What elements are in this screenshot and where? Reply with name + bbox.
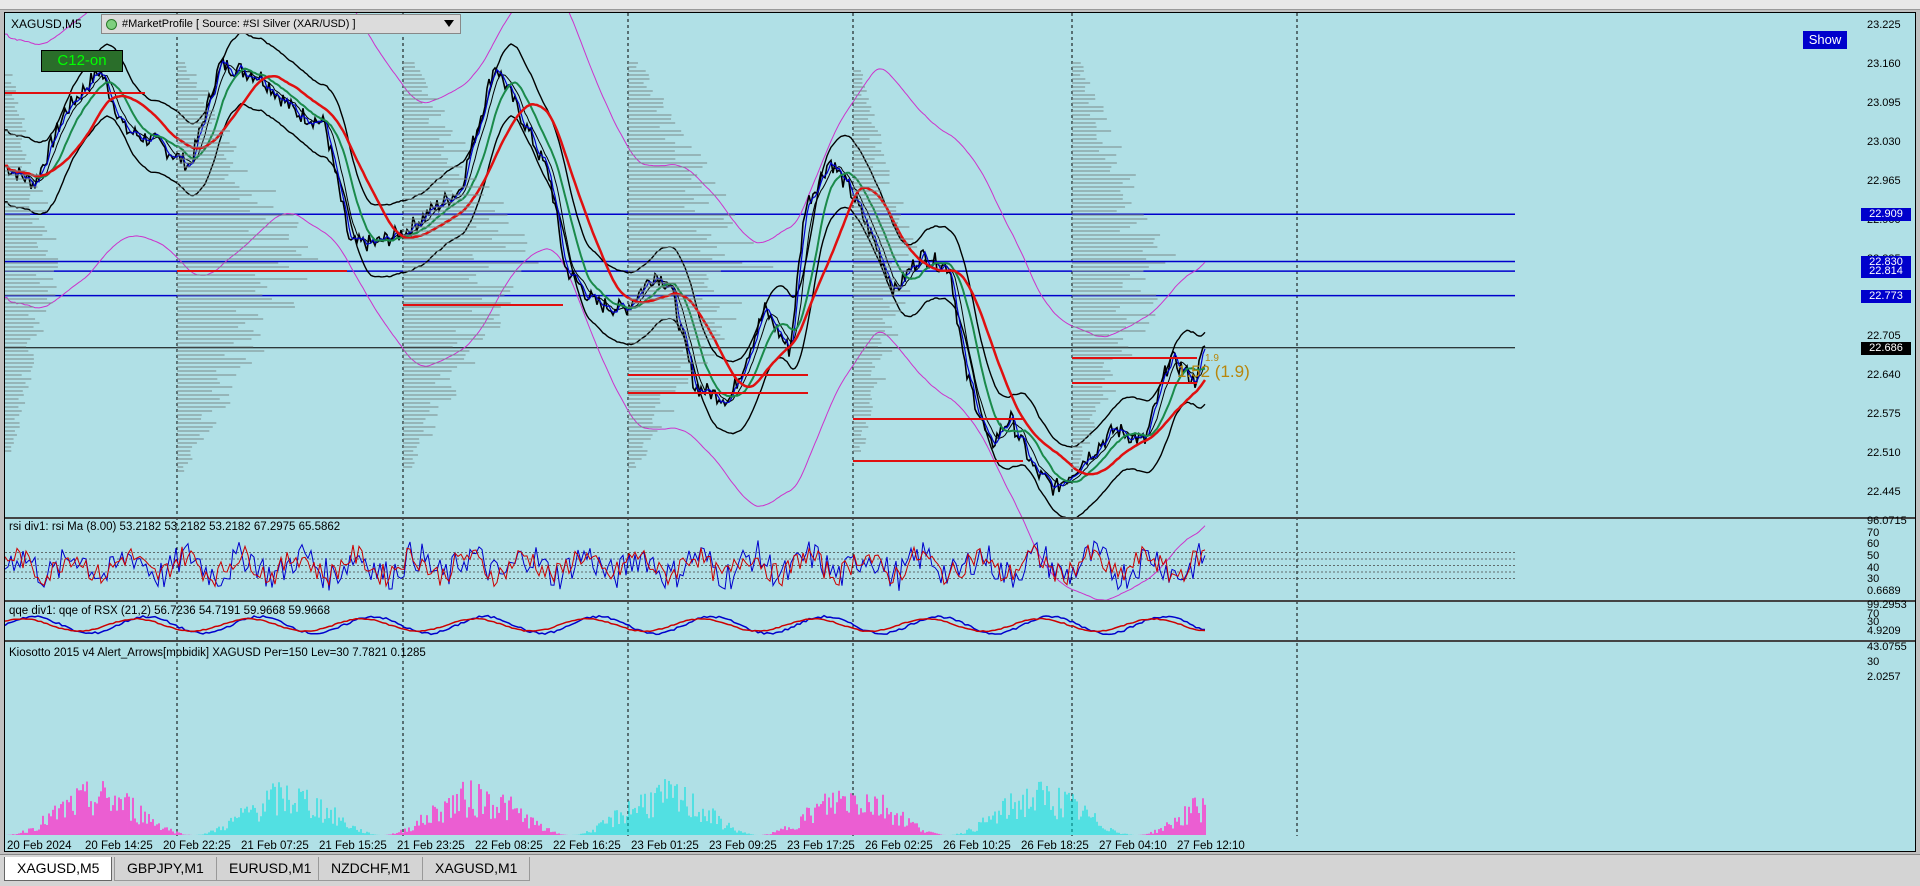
qqe-signal-line [5, 617, 1206, 633]
band-lower [5, 102, 1206, 520]
rsi-indicator-label: rsi div1: rsi Ma (8.00) 53.2182 53.2182 … [9, 521, 341, 533]
chart-symbol-label: XAGUSD,M5 [11, 17, 82, 31]
time-axis-label-13: 26 Feb 18:25 [1021, 840, 1089, 852]
rsi-axis-label-1: 70 [1867, 526, 1880, 539]
kiosotto-axis-label-0: 43.0755 [1867, 641, 1907, 653]
rsi-axis-label-2: 60 [1867, 538, 1880, 551]
show-button[interactable]: Show [1803, 31, 1847, 49]
qqe-line [5, 614, 1205, 636]
time-axis-label-14: 27 Feb 04:10 [1099, 840, 1167, 852]
tab-xagusd-m5[interactable]: XAGUSD,M5 [4, 857, 113, 881]
price-axis-label-11: 22.445 [1867, 486, 1901, 499]
rsi-line [5, 540, 1206, 591]
rsi-axis-label-6: 0.6689 [1867, 585, 1901, 597]
chevron-down-icon[interactable] [444, 20, 454, 27]
toolbar [0, 0, 1920, 10]
live-small-label: 1.9 [1205, 353, 1219, 364]
price-axis-label-8: 22.640 [1867, 369, 1901, 382]
kiosotto-axis-label-2: 2.0257 [1867, 671, 1901, 683]
rsi-signal-line [5, 544, 1206, 588]
qqe-axis-label-2: 30 [1867, 616, 1880, 629]
time-axis-label-7: 22 Feb 16:25 [553, 840, 621, 852]
price-axis-label-1: 23.160 [1867, 57, 1901, 70]
market-profile-dropdown[interactable]: #MarketProfile [ Source: #SI Silver (XAR… [101, 14, 461, 34]
tab-eurusd-m1[interactable]: EURUSD,M1 [216, 857, 325, 881]
price-axis-label-10: 22.510 [1867, 447, 1901, 460]
price-tag-3: 22.773 [1861, 289, 1911, 303]
kiosotto-indicator-label: Kiosotto 2015 v4 Alert_Arrows[mobidik] X… [9, 647, 426, 659]
envelope-upper [5, 13, 1206, 338]
rsi-axis-label-3: 50 [1867, 550, 1880, 562]
c12-badge[interactable]: C12-on [41, 50, 123, 72]
time-axis-label-1: 20 Feb 14:25 [85, 840, 153, 852]
price-tag-2: 22.814 [1861, 265, 1911, 279]
price-line [5, 60, 1206, 489]
tab-gbpjpy-m1[interactable]: GBPJPY,M1 [114, 857, 217, 881]
tab-xagusd-m1[interactable]: XAGUSD,M1 [422, 857, 531, 881]
price-axis-label-9: 22.575 [1867, 408, 1901, 421]
price-axis-label-2: 23.095 [1867, 96, 1901, 109]
price-axis-label-7: 22.705 [1867, 330, 1901, 343]
ma-green [5, 67, 1206, 483]
rsi-axis-label-0: 96.0715 [1867, 515, 1907, 527]
time-axis-label-2: 20 Feb 22:25 [163, 840, 231, 852]
price-axis-label-3: 23.030 [1867, 135, 1901, 148]
tab-nzdchf-m1[interactable]: NZDCHF,M1 [318, 857, 424, 881]
time-axis-label-8: 23 Feb 01:25 [631, 840, 699, 852]
qqe-axis-label-0: 99.2953 [1867, 599, 1907, 611]
price-axis-label-4: 22.965 [1867, 174, 1901, 187]
rsi-axis-label-4: 40 [1867, 561, 1880, 574]
qqe-indicator-label: qqe div1: qqe of RSX (21,2) 56.7236 54.7… [9, 605, 330, 617]
kiosotto-axis-label-1: 30 [1867, 656, 1880, 668]
time-axis-label-5: 21 Feb 23:25 [397, 840, 465, 852]
qqe-axis-label-1: 70 [1867, 607, 1880, 620]
time-axis-label-4: 21 Feb 15:25 [319, 840, 387, 852]
time-axis-label-9: 23 Feb 09:25 [709, 840, 777, 852]
time-axis-label-12: 26 Feb 10:25 [943, 840, 1011, 852]
time-axis-label-6: 22 Feb 08:25 [475, 840, 543, 852]
chart-canvas[interactable]: 1.52 (1.9)1.9 [5, 13, 1916, 852]
chart-tabs: XAGUSD,M5 GBPJPY,M1 EURUSD,M1 NZDCHF,M1 XAGU… [0, 854, 1920, 886]
price-axis-label-0: 23.225 [1867, 18, 1901, 31]
time-axis-label-0: 20 Feb 2024 [7, 840, 72, 852]
time-axis-label-3: 21 Feb 07:25 [241, 840, 309, 852]
qqe-axis-label-3: 4.9209 [1867, 625, 1901, 637]
indicator-status-icon [106, 18, 117, 30]
price-tag-4: 22.686 [1861, 341, 1911, 355]
rsi-axis-label-5: 30 [1867, 573, 1880, 586]
time-axis-label-10: 23 Feb 17:25 [787, 840, 855, 852]
live-profit-label: 1.52 (1.9) [1177, 362, 1250, 381]
time-axis-label-15: 27 Feb 12:10 [1177, 840, 1245, 852]
time-axis-label-11: 26 Feb 02:25 [865, 840, 933, 852]
market-profile-label: #MarketProfile [ Source: #SI Silver (XAR… [122, 18, 356, 30]
price-tag-0: 22.909 [1861, 208, 1911, 222]
chart-frame[interactable]: 1.52 (1.9) 1.9 XAGUSD,M5 #MarketProfile [… [4, 12, 1916, 852]
